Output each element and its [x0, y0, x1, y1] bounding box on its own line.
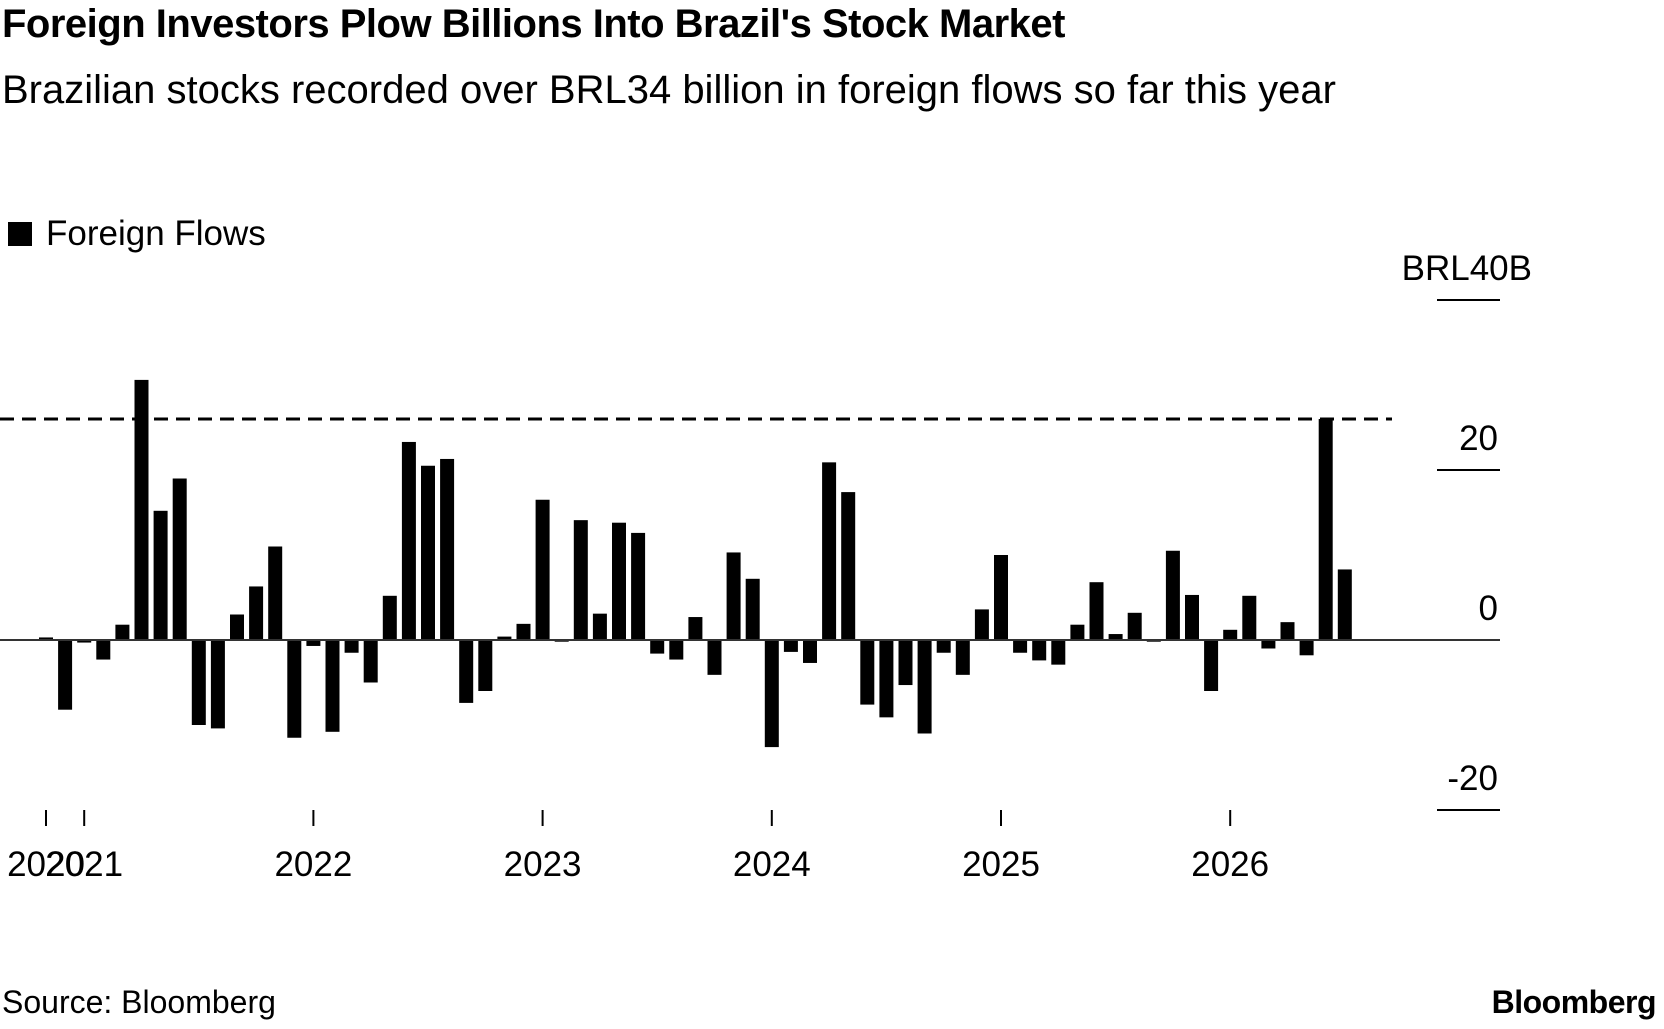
bar-2022-06 [401, 441, 416, 640]
bar-2022-10 [478, 640, 493, 691]
bar-2022-09 [459, 640, 474, 703]
x-tick-label-2026: 2026 [1191, 845, 1269, 884]
bar-2023-06 [631, 532, 646, 640]
bar-2024-11 [955, 640, 970, 675]
bar-2021-06 [172, 478, 187, 640]
bar-2023-05 [612, 522, 626, 640]
bar-undefined [1299, 640, 1314, 656]
bar-2025-01 [994, 555, 1008, 640]
bar-2022-04 [363, 640, 378, 683]
y-tick-label: BRL40B [1402, 249, 1532, 288]
bar-2023-09 [688, 617, 703, 640]
bar-2021-01 [77, 640, 92, 643]
x-tick-label-2023: 2023 [504, 845, 582, 884]
x-tick-label-2024: 2024 [733, 845, 811, 884]
bar-2025-02 [1013, 640, 1028, 653]
bar-2021-09 [230, 614, 244, 640]
bar-2021-11 [268, 546, 283, 640]
bar-2021-02 [96, 640, 111, 660]
bar-2024-10 [936, 640, 951, 653]
bar-2022-03 [344, 640, 359, 653]
bar-2021-08 [210, 640, 225, 729]
bar-2025-07 [1108, 634, 1123, 640]
bar-2021-03 [115, 624, 130, 640]
y-axis: BRL40B 20 0 -20 [1402, 249, 1532, 811]
legend-label: Foreign Flows [46, 214, 266, 253]
bar-2025-04 [1051, 640, 1066, 665]
bar-2020-12 [58, 640, 73, 710]
bar-2025-03 [1032, 640, 1047, 661]
bar-2020-11 [39, 637, 53, 640]
bar-2022-01 [306, 640, 321, 646]
x-tick-label-2020: 2020 [7, 845, 85, 884]
bar-2025-08 [1127, 612, 1142, 640]
bar-2022-11 [497, 636, 512, 640]
y-tick-label: 0 [1479, 589, 1498, 628]
bar-2025-10 [1165, 550, 1180, 640]
bar-2025-12 [1204, 640, 1219, 691]
bloomberg-logo: Bloomberg [1491, 984, 1657, 1020]
bar-2024-02 [783, 640, 798, 652]
bar-2024-12 [974, 609, 989, 640]
bar-2021-04 [134, 379, 149, 640]
bar-2022-02 [325, 640, 340, 732]
bar-2025-06 [1089, 582, 1104, 640]
bar-2024-04 [822, 462, 837, 640]
bar-undefined [1318, 419, 1333, 640]
bar-2025-11 [1185, 594, 1199, 640]
bar-2023-01 [535, 499, 550, 640]
bar-2022-05 [382, 595, 397, 640]
bar-2023-12 [745, 578, 760, 640]
bar-2024-09 [917, 640, 932, 734]
legend-swatch [8, 222, 32, 246]
bar-undefined [1280, 622, 1295, 640]
bar-2021-07 [191, 640, 206, 725]
bar-2023-10 [707, 640, 722, 675]
x-tick-label-2025: 2025 [962, 845, 1040, 884]
chart-title: Foreign Investors Plow Billions Into Bra… [2, 2, 1065, 46]
bar-2021-05 [153, 510, 168, 640]
bar-2024-06 [860, 640, 875, 705]
source-note: Source: Bloomberg [2, 984, 276, 1020]
bar-2024-05 [841, 492, 856, 640]
bar-2024-01 [764, 640, 779, 748]
bar-2021-12 [287, 640, 302, 738]
y-tick-label: 20 [1459, 419, 1498, 458]
bar-2024-08 [898, 640, 913, 686]
bar-2025-05 [1070, 624, 1085, 640]
bar-2021-10 [249, 586, 264, 640]
x-tick-label-2021: 2021 [45, 845, 123, 884]
bar-2022-08 [440, 458, 455, 640]
bar-undefined [1261, 640, 1276, 649]
bar-2022-07 [421, 465, 435, 640]
x-tick-label-2022: 2022 [274, 845, 352, 884]
bar-2023-04 [592, 613, 607, 640]
bar-2024-03 [803, 640, 817, 663]
chart-subtitle: Brazilian stocks recorded over BRL34 bil… [2, 68, 1336, 112]
bar-undefined [1337, 569, 1352, 640]
bar-2023-11 [726, 552, 741, 640]
bars-group [39, 379, 1352, 748]
bar-2022-12 [516, 623, 531, 640]
bar-2023-08 [669, 640, 684, 660]
y-tick-label: -20 [1447, 759, 1498, 798]
bar-2024-07 [879, 640, 894, 718]
legend: Foreign Flows [8, 214, 266, 254]
bar-2026-02 [1242, 595, 1257, 640]
bar-2023-07 [650, 640, 665, 654]
bar-2023-03 [573, 520, 588, 640]
bar-2026-01 [1223, 629, 1238, 640]
